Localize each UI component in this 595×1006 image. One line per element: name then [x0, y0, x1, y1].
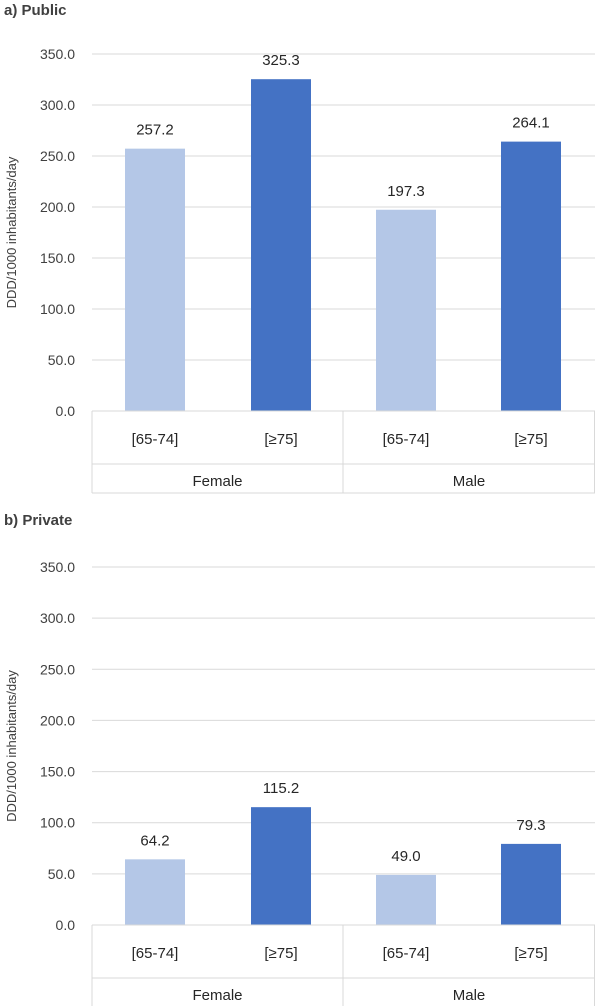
y-tick-label: 50.0: [48, 866, 75, 882]
x-tick-label: [65-74]: [132, 945, 179, 962]
y-axis-label: DDD/1000 inhabitants/day: [4, 670, 19, 822]
data-label: 79.3: [516, 817, 545, 834]
y-tick-label: 150.0: [40, 764, 75, 780]
y-tick-label: 50.0: [48, 352, 75, 368]
chart-panel-public: a) Public 0.0 50.0 100.0 150.0 200.0 250.0 300.…: [4, 2, 595, 494]
y-tick-label: 200.0: [40, 199, 75, 215]
panel-title: a) Public: [4, 2, 67, 19]
bar: [251, 807, 311, 925]
bar: [251, 79, 311, 411]
data-label: 64.2: [140, 832, 169, 849]
y-tick-label: 100.0: [40, 301, 75, 317]
y-tick-label: 0.0: [56, 403, 76, 419]
group-label: Male: [453, 473, 486, 490]
panel-title: b) Private: [4, 512, 72, 529]
y-tick-label: 350.0: [40, 559, 75, 575]
y-tick-label: 250.0: [40, 148, 75, 164]
data-label: 325.3: [262, 52, 300, 69]
bar: [125, 859, 185, 925]
y-axis-label: DDD/1000 inhabitants/day: [4, 156, 19, 308]
chart-panel-private: b) Private 0.0 50.0 100.0 150.0 200.0 250.0 300…: [4, 512, 595, 1006]
y-tick-label: 100.0: [40, 815, 75, 831]
y-tick-label: 200.0: [40, 712, 75, 728]
x-tick-label: [≥75]: [264, 431, 297, 448]
y-tick-label: 150.0: [40, 250, 75, 266]
y-tick-label: 250.0: [40, 661, 75, 677]
data-label: 115.2: [263, 780, 299, 797]
bar: [501, 141, 561, 412]
x-tick-label: [≥75]: [514, 945, 547, 962]
group-label: Female: [192, 987, 242, 1004]
data-label: 264.1: [512, 115, 550, 132]
x-tick-label: [≥75]: [514, 431, 547, 448]
y-tick-label: 300.0: [40, 610, 75, 626]
y-tick-label: 300.0: [40, 97, 75, 113]
x-tick-label: [≥75]: [264, 945, 297, 962]
group-label: Female: [192, 473, 242, 490]
data-label: 49.0: [391, 848, 420, 865]
bar: [376, 874, 436, 925]
x-tick-label: [65-74]: [383, 945, 430, 962]
y-tick-label: 350.0: [40, 46, 75, 62]
bar: [376, 209, 436, 411]
data-label: 197.3: [387, 183, 425, 200]
bar: [125, 148, 185, 411]
y-tick-label: 0.0: [56, 917, 76, 933]
x-tick-label: [65-74]: [383, 431, 430, 448]
x-tick-label: [65-74]: [132, 431, 179, 448]
bar: [501, 843, 561, 925]
group-label: Male: [453, 987, 486, 1004]
data-label: 257.2: [136, 122, 174, 139]
